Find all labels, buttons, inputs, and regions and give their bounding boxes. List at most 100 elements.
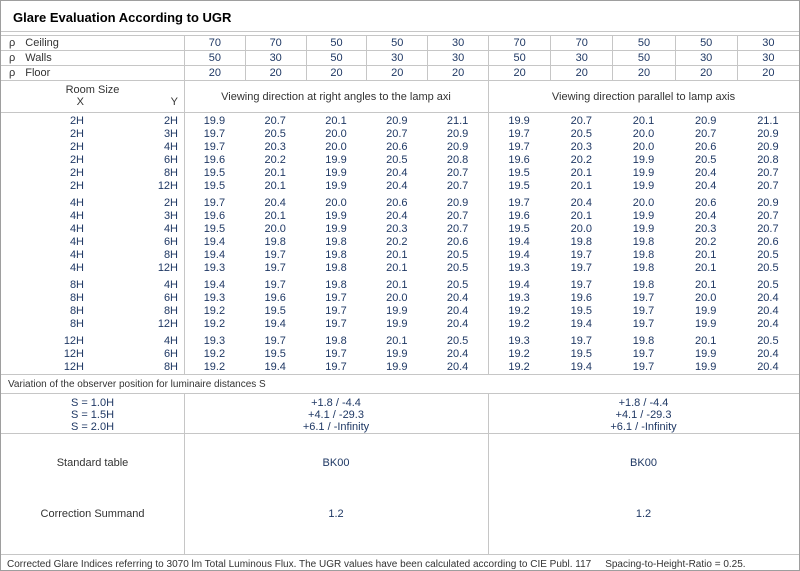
ugr-value: 19.3 — [203, 292, 226, 304]
ugr-value: 19.7 — [325, 318, 347, 330]
reflectance-value: 30 — [366, 51, 427, 65]
ugr-value: 20.5 — [757, 262, 779, 274]
spacing-row: S = 1.5H +4.1 / -29.3 +4.1 / -29.3 — [1, 409, 799, 421]
ugr-value: 19.8 — [632, 279, 655, 291]
ugr-value: 20.9 — [386, 115, 408, 127]
ugr-value: 20.4 — [446, 318, 469, 330]
ugr-value: 20.0 — [632, 197, 655, 209]
ugr-value: 19.7 — [264, 335, 286, 347]
ugr-value: 19.5 — [203, 180, 226, 192]
ugr-value: 20.1 — [694, 279, 717, 291]
ugr-value: 19.7 — [325, 348, 347, 360]
ugr-value: 20.4 — [757, 292, 779, 304]
ugr-value: 20.7 — [757, 210, 779, 222]
ugr-value: 19.8 — [264, 236, 286, 248]
ugr-value: 20.1 — [386, 279, 408, 291]
correction-summand-label: Correction Summand — [40, 508, 145, 520]
ugr-value: 20.2 — [570, 154, 592, 166]
ugr-value: 20.4 — [694, 180, 717, 192]
ugr-value: 19.5 — [264, 348, 286, 360]
ugr-value: 19.4 — [508, 236, 530, 248]
ugr-value: 20.0 — [325, 141, 347, 153]
ugr-value: 20.0 — [386, 292, 408, 304]
ugr-value: 20.8 — [446, 154, 469, 166]
room-size-x: 4H — [69, 210, 84, 222]
ugr-value: 19.7 — [632, 361, 655, 373]
room-size-group: 2H 2H 19.9 20.7 20.1 20.9 21.1 19.9 20.7 20.1 20.9… — [1, 115, 799, 193]
spacing-value-right: +1.8 / -4.4 — [618, 397, 669, 409]
ugr-value: 20.6 — [386, 197, 408, 209]
ugr-value: 20.8 — [757, 154, 779, 166]
ugr-value: 19.5 — [203, 167, 226, 179]
room-size-x: 8H — [69, 279, 84, 291]
ugr-value: 20.4 — [757, 305, 779, 317]
footer-shr-note: Spacing-to-Height-Ratio = 0.25. — [605, 559, 746, 570]
ugr-value: 20.1 — [570, 167, 592, 179]
ugr-value: 20.1 — [264, 180, 286, 192]
ugr-table-header: Room Size X Y Viewing direction at right… — [1, 81, 799, 113]
correction-summand-value-left: 1.2 — [328, 508, 344, 520]
room-size-y: 3H — [163, 128, 178, 140]
ugr-table-row: 4H 6H 19.4 19.8 19.8 20.2 20.6 19.4 19.8 19.8 20.2… — [1, 236, 799, 249]
ugr-value: 20.4 — [386, 210, 408, 222]
footer-flux-note: Corrected Glare Indices referring to 307… — [7, 559, 592, 570]
ugr-value: 19.7 — [570, 335, 592, 347]
ugr-value: 19.9 — [508, 115, 530, 127]
ugr-value: 20.1 — [264, 167, 286, 179]
ugr-value: 19.4 — [508, 279, 530, 291]
ugr-value: 20.1 — [386, 249, 408, 261]
ugr-value: 19.7 — [570, 262, 592, 274]
room-size-y: 6H — [163, 292, 178, 304]
room-size-header: Room Size — [65, 84, 120, 96]
standard-table-block: Standard table BK00 BK00 Correction Summ… — [1, 434, 799, 555]
ugr-value: 20.3 — [264, 141, 286, 153]
room-size-y: 6H — [163, 154, 178, 166]
ugr-value: 19.3 — [508, 262, 530, 274]
ugr-value: 20.4 — [446, 305, 469, 317]
room-size-y: 4H — [163, 223, 178, 235]
ugr-value: 19.4 — [203, 279, 226, 291]
ugr-value: 20.7 — [757, 223, 779, 235]
spacing-value-left: +6.1 / -Infinity — [302, 421, 370, 433]
ugr-value: 19.7 — [264, 249, 286, 261]
room-size-cell: 4H 6H — [1, 236, 184, 249]
ugr-value: 20.4 — [694, 210, 717, 222]
ugr-value: 20.9 — [446, 141, 469, 153]
room-size-group: 8H 4H 19.4 19.7 19.8 20.1 20.5 19.4 19.7 19.8 20.1… — [1, 279, 799, 331]
reflectance-value: 70 — [487, 36, 550, 50]
room-size-cell: 12H 8H — [1, 361, 184, 374]
room-size-y: 4H — [163, 335, 178, 347]
ugr-value: 20.1 — [694, 249, 717, 261]
reflectance-row: ρ Ceiling 70 70 50 50 30 70 70 50 50 30 — [1, 36, 799, 51]
ugr-value: 19.7 — [508, 197, 530, 209]
ugr-value: 20.7 — [386, 128, 408, 140]
ugr-value: 20.6 — [757, 236, 779, 248]
ugr-value: 19.5 — [508, 167, 530, 179]
ugr-value: 20.2 — [694, 236, 717, 248]
reflectance-value: 30 — [736, 51, 799, 65]
reflectance-value: 50 — [612, 51, 674, 65]
reflectance-value: 50 — [612, 36, 674, 50]
room-size-y: 12H — [157, 318, 178, 330]
ugr-value: 19.5 — [203, 223, 226, 235]
reflectance-value: 30 — [674, 51, 737, 65]
room-size-x: 2H — [69, 180, 84, 192]
spacing-row: S = 1.0H +1.8 / -4.4 +1.8 / -4.4 — [1, 397, 799, 409]
ugr-value: 19.3 — [203, 335, 226, 347]
ugr-value: 19.7 — [325, 292, 347, 304]
spacing-value-left: +1.8 / -4.4 — [311, 397, 361, 409]
ugr-value: 19.6 — [508, 210, 530, 222]
room-size-cell: 8H 8H — [1, 305, 184, 318]
room-size-group: 4H 2H 19.7 20.4 20.0 20.6 20.9 19.7 20.4 20.0 20.6… — [1, 197, 799, 275]
ugr-value: 20.7 — [446, 180, 469, 192]
rho-symbol: ρ — [9, 52, 16, 64]
ugr-value: 19.6 — [508, 154, 530, 166]
ugr-value: 20.4 — [386, 167, 408, 179]
ugr-value: 19.9 — [386, 361, 408, 373]
room-size-cell: 8H 12H — [1, 318, 184, 331]
ugr-value: 19.4 — [203, 249, 226, 261]
room-size-x: 4H — [69, 249, 84, 261]
ugr-value: 20.1 — [570, 210, 592, 222]
ugr-value: 19.8 — [632, 236, 655, 248]
